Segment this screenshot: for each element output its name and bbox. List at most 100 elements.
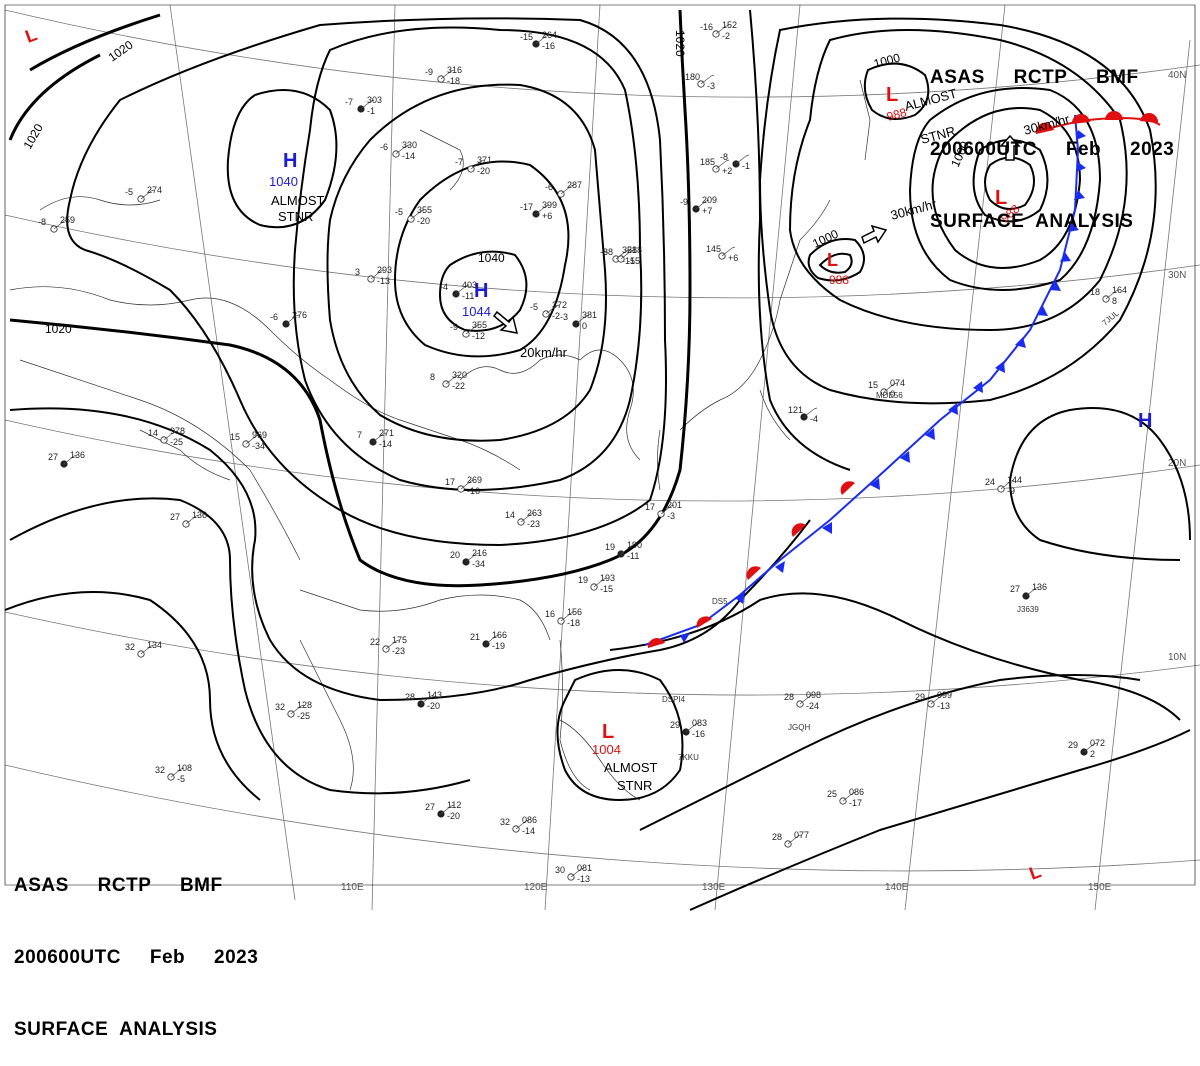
station-pressure: 216 — [472, 548, 487, 558]
wind-barb-icon — [535, 204, 550, 215]
station-plot: 24 144-9 — [985, 475, 1022, 496]
high-value: 1044 — [462, 304, 491, 319]
wind-barb-icon — [930, 694, 945, 705]
station-pressure: 403 — [462, 280, 477, 290]
station-pressure: 074 — [890, 378, 905, 388]
station-plot: 19 193-15 — [578, 573, 615, 594]
station-temperature: 29 — [670, 720, 680, 730]
station-plot: -7 371-20 — [455, 155, 492, 176]
wind-barb-icon — [593, 577, 608, 588]
station-id: JGQH — [788, 723, 810, 732]
station-temperature: 15 — [230, 432, 240, 442]
station-temperature: 7 — [357, 430, 362, 440]
station-temperature: 29 — [1068, 740, 1078, 750]
station-temperature: 19 — [578, 575, 588, 585]
station-temperature: -17 — [520, 202, 533, 212]
station-tendency: -9 — [1007, 486, 1015, 496]
station-pressure: 166 — [492, 630, 507, 640]
station-tendency: -18 — [567, 618, 580, 628]
station-pressure: 112 — [447, 800, 461, 810]
wind-barb-icon — [372, 432, 387, 443]
station-plot: 20 216-34 — [450, 548, 487, 569]
isobar-label: 1000 — [872, 50, 902, 71]
station-temperature: 17 — [445, 477, 455, 487]
station-pressure: 086 — [849, 787, 864, 797]
station-pressure: 190 — [627, 540, 642, 550]
chart-header-bottom: ASAS RCTP BMF 200600UTC Feb 2023 SURFACE… — [14, 826, 258, 1066]
station-temperature: 28 — [772, 832, 782, 842]
lat-label: 40N — [1168, 70, 1186, 81]
station-temperature: -8 — [605, 247, 613, 257]
movement-arrows — [492, 134, 1021, 334]
station-temperature: -15 — [520, 32, 533, 42]
station-tendency: -3 — [707, 81, 715, 91]
station-temperature: 16 — [545, 609, 555, 619]
station-tendency: -19 — [492, 641, 505, 651]
chart-header-top: ASAS RCTP BMF 200600UTC Feb 2023 SURFACE… — [930, 18, 1174, 258]
station-id: 7KKU — [678, 753, 699, 762]
station-pressure: 978 — [170, 426, 185, 436]
station-plot: 27 136 — [170, 510, 207, 528]
station-temperature: -5 — [530, 302, 538, 312]
station-pressure: 072 — [1090, 738, 1105, 748]
station-tendency: -22 — [452, 381, 465, 391]
latitude-labels: 40N 30N 20N 10N — [1168, 70, 1186, 663]
station-pressure: 081 — [577, 863, 592, 873]
station-temperature: -8 — [720, 152, 728, 162]
lon-label: 140E — [885, 882, 909, 893]
station-pressure: 136 — [192, 510, 207, 520]
station-pressure: 381 — [582, 310, 597, 320]
station-id: DSPI4 — [662, 695, 686, 704]
wind-barb-icon — [395, 144, 410, 155]
station-pressure: 156 — [567, 607, 582, 617]
station-plot: 29 083-16 — [670, 718, 707, 739]
station-plot: 28 077 — [772, 830, 809, 848]
station-pressure: 164 — [1112, 285, 1127, 295]
station-temperature: 19 — [605, 542, 615, 552]
station-plot: 185 +2 — [700, 157, 732, 176]
station-tendency: -17 — [849, 798, 862, 808]
wind-barb-icon — [721, 246, 736, 257]
warm-front — [647, 111, 1161, 648]
station-id: J3639 — [1017, 605, 1039, 614]
station-temperature: 32 — [155, 765, 165, 775]
station-plots: -15 264-16-16 152-2-9 316-18-7 303-1-6 330-14… — [38, 20, 1127, 884]
station-temperature: -9 — [450, 322, 458, 332]
station-temperature: 29 — [915, 692, 925, 702]
station-plot: 28 143-20 — [405, 690, 442, 711]
station-pressure: 108 — [177, 763, 192, 773]
wind-barb-icon — [803, 407, 818, 418]
low-value: 988 — [829, 273, 849, 287]
station-tendency: -15 — [600, 584, 613, 594]
station-temperature: 185 — [700, 157, 715, 167]
station-pressure: 201 — [667, 500, 682, 510]
station-plot: 121 -4 — [788, 405, 818, 424]
station-temperature: -16 — [700, 22, 713, 32]
station-plot: -5 274 — [125, 185, 162, 203]
station-tendency: -1 — [367, 106, 375, 116]
station-plot: 27 136 — [1010, 582, 1047, 600]
station-temperature: 27 — [170, 512, 180, 522]
station-plot: -4 403-11 — [440, 280, 477, 301]
station-tendency: -5 — [177, 774, 185, 784]
wind-barb-icon — [420, 694, 435, 705]
station-plot: -5 355-20 — [395, 205, 432, 226]
low-symbol: L — [886, 84, 898, 106]
wind-barb-icon — [370, 269, 385, 280]
wind-barb-icon — [570, 867, 585, 878]
station-temperature: 3 — [355, 267, 360, 277]
station-plot: -9 209+7 — [680, 195, 717, 216]
station-tendency: -20 — [447, 811, 460, 821]
header-line-1: ASAS RCTP BMF — [14, 875, 223, 896]
station-tendency: -2 — [552, 311, 560, 321]
lat-label: 10N — [1168, 652, 1186, 663]
station-tendency: -3 — [667, 511, 675, 521]
station-pressure: 263 — [527, 508, 542, 518]
wind-barb-icon — [185, 514, 200, 525]
station-pressure: 355 — [472, 320, 487, 330]
station-temperature: 27 — [48, 452, 58, 462]
station-tendency: -14 — [379, 439, 392, 449]
low-symbol: L — [827, 250, 838, 270]
station-temperature: -7 — [345, 97, 353, 107]
